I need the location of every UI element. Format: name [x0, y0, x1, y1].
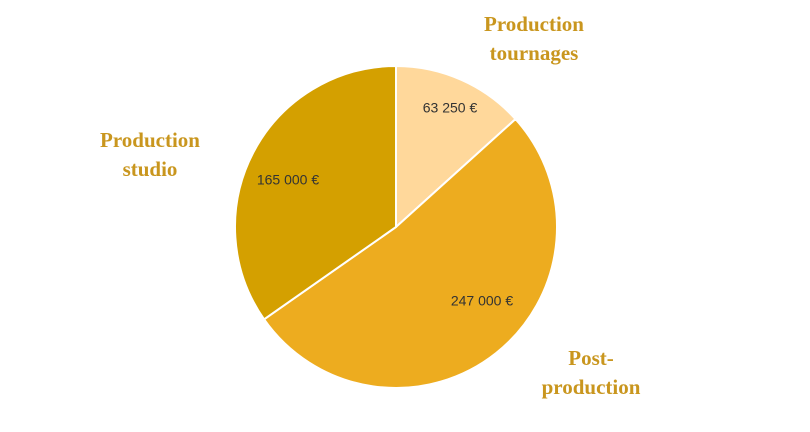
value-label: 63 250 €: [423, 100, 478, 116]
pie-slice: [262, 117, 558, 389]
category-label: Production tournages: [484, 12, 584, 65]
pie-slice: [234, 64, 397, 321]
category-label: Post-production: [541, 346, 641, 399]
category-label: Production studio: [100, 128, 200, 181]
value-label: 247 000 €: [451, 293, 513, 309]
value-label: 165 000 €: [257, 172, 319, 188]
pie-slice: [395, 64, 517, 230]
